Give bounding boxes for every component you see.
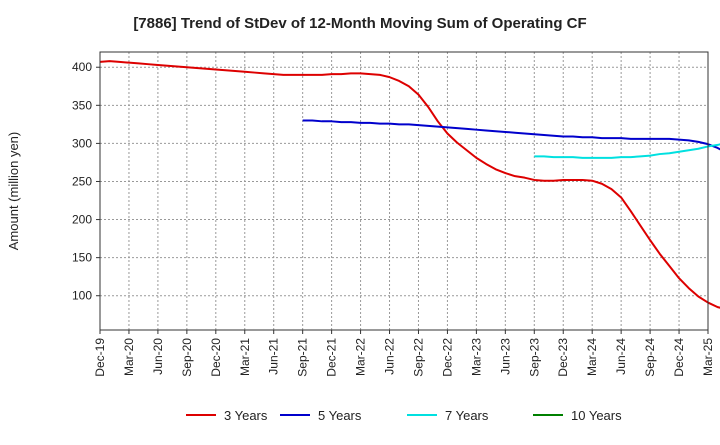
legend-label: 5 Years xyxy=(318,408,362,423)
y-tick-label: 400 xyxy=(72,60,92,74)
x-tick-label: Sep-22 xyxy=(411,338,425,377)
x-tick-label: Mar-23 xyxy=(469,338,483,376)
x-tick-label: Mar-21 xyxy=(238,338,252,376)
x-tick-label: Dec-19 xyxy=(93,338,107,377)
y-tick-label: 300 xyxy=(72,136,92,150)
x-tick-label: Jun-22 xyxy=(383,338,397,375)
x-tick-label: Sep-21 xyxy=(296,338,310,377)
plot-frame xyxy=(100,52,708,330)
x-tick-label: Dec-22 xyxy=(440,338,454,377)
legend: 3 Years 5 Years 7 Years 10 Years xyxy=(186,408,622,423)
x-tick-label: Mar-24 xyxy=(585,338,599,376)
y-tick-label: 250 xyxy=(72,174,92,188)
x-tick-label: Mar-25 xyxy=(701,338,715,376)
x-tick-label: Dec-24 xyxy=(672,338,686,377)
y-tick-layer: 100 150 200 250 300 350 400 xyxy=(72,60,100,303)
x-tick-label: Dec-23 xyxy=(556,338,570,377)
series-line-3-years xyxy=(99,60,720,309)
series-line-5-years xyxy=(302,119,720,151)
x-tick-label: Sep-23 xyxy=(527,338,541,377)
series-line-7-years xyxy=(534,143,720,159)
x-tick-label: Jun-20 xyxy=(151,338,165,375)
x-tick-label: Jun-23 xyxy=(498,338,512,375)
y-tick-label: 100 xyxy=(72,289,92,303)
x-tick-label: Mar-22 xyxy=(354,338,368,376)
legend-label: 3 Years xyxy=(224,408,268,423)
plot-border xyxy=(99,51,709,331)
y-tick-label: 200 xyxy=(72,213,92,227)
y-axis-label: Amount (million yen) xyxy=(6,132,21,251)
y-tick-label: 150 xyxy=(72,251,92,265)
x-tick-label: Sep-20 xyxy=(180,338,194,377)
x-tick-label: Dec-21 xyxy=(325,338,339,377)
series-layer xyxy=(99,60,720,309)
x-tick-label: Dec-20 xyxy=(209,338,223,377)
x-tick-label: Mar-20 xyxy=(122,338,136,376)
x-tick-layer: Dec-19 Mar-20 Jun-20 Sep-20 Dec-20 Mar-21 Jun-… xyxy=(93,330,715,377)
x-tick-label: Sep-24 xyxy=(643,338,657,377)
x-tick-label: Jun-24 xyxy=(614,338,628,375)
legend-label: 7 Years xyxy=(445,408,489,423)
grid-layer xyxy=(99,52,709,330)
x-tick-label: Jun-21 xyxy=(267,338,281,375)
chart-title: [7886] Trend of StDev of 12-Month Moving… xyxy=(133,15,586,32)
y-tick-label: 350 xyxy=(72,98,92,112)
legend-label: 10 Years xyxy=(571,408,622,423)
